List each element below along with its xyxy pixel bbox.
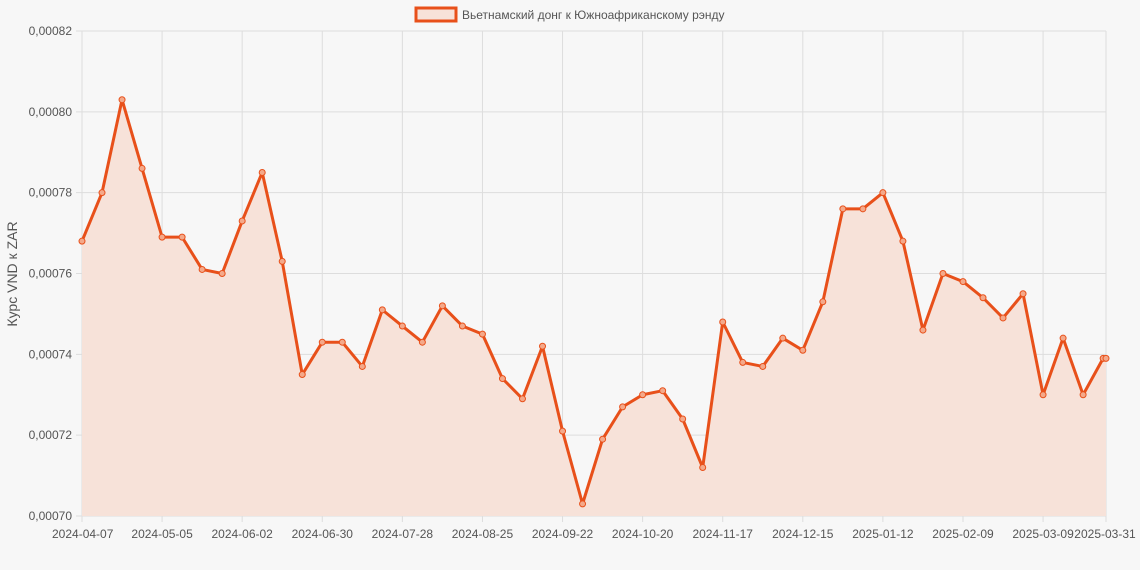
- data-point[interactable]: [939, 270, 947, 277]
- y-tick-label: 0,00082: [29, 24, 73, 38]
- data-point[interactable]: [298, 371, 306, 379]
- legend-swatch[interactable]: [414, 6, 458, 23]
- data-point[interactable]: [879, 189, 887, 197]
- data-point[interactable]: [579, 500, 587, 508]
- data-point[interactable]: [178, 233, 186, 241]
- data-point[interactable]: [1039, 391, 1047, 399]
- y-tick-label: 0,00080: [29, 105, 73, 119]
- data-point[interactable]: [559, 427, 567, 435]
- data-point[interactable]: [899, 237, 907, 245]
- x-axis-ticks: 2024-04-07 2024-05-05 2024-06-02 2024-06-30…: [52, 527, 1136, 541]
- data-point[interactable]: [799, 346, 807, 354]
- data-point[interactable]: [278, 257, 286, 265]
- data-point[interactable]: [318, 338, 326, 346]
- data-point[interactable]: [979, 294, 987, 302]
- series-area-fill: [82, 99, 1106, 517]
- data-point[interactable]: [258, 168, 266, 176]
- data-point[interactable]: [679, 415, 687, 423]
- data-point[interactable]: [1079, 391, 1087, 399]
- y-tick-label: 0,00072: [29, 428, 73, 442]
- data-point[interactable]: [358, 362, 366, 370]
- data-point[interactable]: [98, 189, 106, 197]
- x-tick-label: 2024-09-22: [532, 527, 594, 541]
- x-tick-label: 2024-04-07: [52, 527, 114, 541]
- x-tick-label: 2024-11-17: [692, 527, 753, 541]
- data-point[interactable]: [779, 334, 787, 342]
- data-point[interactable]: [78, 237, 86, 245]
- data-point[interactable]: [639, 391, 647, 399]
- data-point[interactable]: [619, 403, 627, 411]
- data-point[interactable]: [438, 302, 446, 310]
- x-tick-label: 2024-08-25: [452, 527, 514, 541]
- data-point[interactable]: [498, 375, 506, 383]
- data-point[interactable]: [739, 358, 747, 366]
- x-tick-label: 2024-12-15: [772, 527, 834, 541]
- y-axis-label: Курс VND к ZAR: [4, 221, 20, 326]
- data-point[interactable]: [138, 164, 146, 172]
- y-tick-label: 0,00074: [29, 347, 73, 361]
- x-tick-label: 2024-05-05: [131, 527, 193, 541]
- data-point[interactable]: [859, 205, 867, 213]
- data-point[interactable]: [518, 395, 526, 403]
- data-point[interactable]: [839, 205, 847, 213]
- x-tick-label: 2025-03-09: [1012, 527, 1074, 541]
- x-tick-label: 2025-03-31: [1074, 527, 1136, 541]
- data-point[interactable]: [999, 314, 1007, 322]
- x-tick-label: 2025-01-12: [852, 527, 914, 541]
- data-point[interactable]: [1059, 334, 1067, 342]
- data-point[interactable]: [699, 464, 707, 471]
- series-points: [78, 96, 1110, 508]
- y-tick-label: 0,00076: [29, 267, 73, 281]
- data-point[interactable]: [158, 233, 166, 241]
- data-point[interactable]: [238, 217, 246, 225]
- x-tick-label: 2024-07-28: [372, 527, 434, 541]
- x-tick-label: 2025-02-09: [932, 527, 994, 541]
- data-point[interactable]: [719, 318, 727, 326]
- data-point[interactable]: [819, 298, 827, 306]
- x-tick-label: 2024-10-20: [612, 527, 674, 541]
- data-point[interactable]: [919, 326, 927, 334]
- data-point[interactable]: [418, 338, 426, 346]
- data-point[interactable]: [959, 278, 967, 286]
- data-point[interactable]: [599, 435, 607, 443]
- y-tick-label: 0,00078: [29, 186, 73, 200]
- data-point[interactable]: [458, 322, 466, 330]
- data-point[interactable]: [218, 270, 226, 277]
- y-axis-ticks: 0,00070 0,00072 0,00074 0,00076 0,00078 0,000…: [29, 24, 73, 523]
- data-point[interactable]: [478, 330, 486, 338]
- data-point[interactable]: [118, 96, 126, 104]
- x-tick-label: 2024-06-30: [292, 527, 354, 541]
- x-tick-label: 2024-06-02: [211, 527, 273, 541]
- legend[interactable]: Вьетнамский донг к Южноафриканскому рэнд…: [414, 6, 725, 23]
- data-point[interactable]: [659, 387, 667, 395]
- data-point[interactable]: [539, 342, 547, 350]
- data-point[interactable]: [759, 362, 767, 370]
- data-point[interactable]: [1102, 354, 1110, 362]
- data-point[interactable]: [338, 338, 346, 346]
- legend-label[interactable]: Вьетнамский донг к Южноафриканскому рэнд…: [462, 8, 725, 22]
- y-tick-label: 0,00070: [29, 509, 73, 523]
- data-point[interactable]: [1019, 290, 1027, 298]
- data-point[interactable]: [398, 322, 406, 330]
- data-point[interactable]: [198, 265, 206, 273]
- data-point[interactable]: [378, 306, 386, 314]
